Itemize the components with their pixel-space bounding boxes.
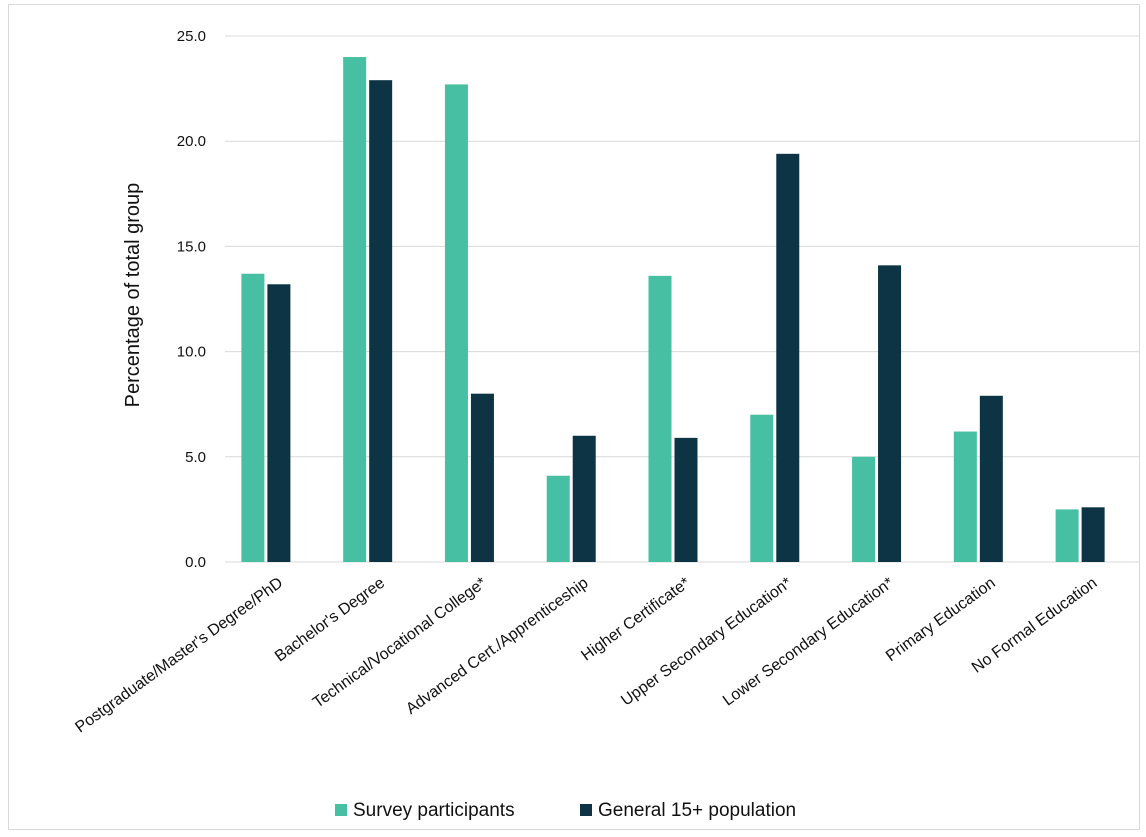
- bar-survey: [546, 475, 570, 562]
- bar-population: [572, 435, 596, 562]
- y-tick-label: 25.0: [177, 28, 206, 45]
- x-category-label: Bachelor's Degree: [272, 574, 388, 665]
- bar-survey: [953, 431, 977, 562]
- legend-label: Survey participants: [353, 800, 515, 821]
- bar-survey: [852, 456, 876, 562]
- x-category-label: Advanced Cert./Apprenticeship: [403, 574, 592, 717]
- legend-swatch: [580, 804, 592, 816]
- chart-frame: 0.0 5.0 10.0 15.0 20.0 25.0 Postgraduate/Mast…: [8, 4, 1140, 830]
- bar-population: [267, 284, 291, 562]
- bar-population: [979, 395, 1003, 562]
- x-category-label: Technical/Vocational College*: [310, 574, 490, 711]
- y-axis-ticks: 0.0 5.0 10.0 15.0 20.0 25.0: [177, 28, 206, 571]
- y-tick-label: 0.0: [185, 554, 206, 571]
- bar-survey: [750, 414, 774, 562]
- legend-label: General 15+ population: [598, 800, 796, 821]
- y-tick-label: 15.0: [177, 238, 206, 255]
- bar-population: [470, 393, 494, 562]
- y-tick-label: 5.0: [185, 449, 206, 466]
- bar-population: [674, 437, 698, 562]
- bar-population: [1081, 507, 1105, 562]
- x-category-label: Lower Secondary Education*: [720, 574, 897, 709]
- x-category-label: Primary Education: [883, 574, 999, 665]
- bar-population: [369, 80, 393, 563]
- legend: Survey participants General 15+ populatio…: [335, 800, 796, 821]
- bar-chart: 0.0 5.0 10.0 15.0 20.0 25.0 Postgraduate/Mast…: [72, 28, 1139, 821]
- legend-swatch: [335, 804, 347, 816]
- y-tick-label: 10.0: [177, 344, 206, 361]
- y-axis-title: Percentage of total group: [122, 183, 144, 408]
- bar-survey: [648, 275, 672, 562]
- bar-survey: [1055, 509, 1079, 562]
- x-category-label: Higher Certificate*: [578, 574, 693, 664]
- bar-survey: [343, 57, 367, 562]
- x-category-label: Upper Secondary Education*: [618, 574, 795, 709]
- bar-survey: [241, 273, 265, 562]
- bar-population: [878, 265, 902, 562]
- bars: [241, 57, 1105, 563]
- x-axis-labels: Postgraduate/Master's Degree/PhDBachelor…: [72, 574, 1100, 736]
- x-category-label: Postgraduate/Master's Degree/PhD: [72, 574, 286, 736]
- y-tick-label: 20.0: [177, 133, 206, 150]
- bar-population: [776, 153, 800, 562]
- bar-survey: [444, 84, 468, 562]
